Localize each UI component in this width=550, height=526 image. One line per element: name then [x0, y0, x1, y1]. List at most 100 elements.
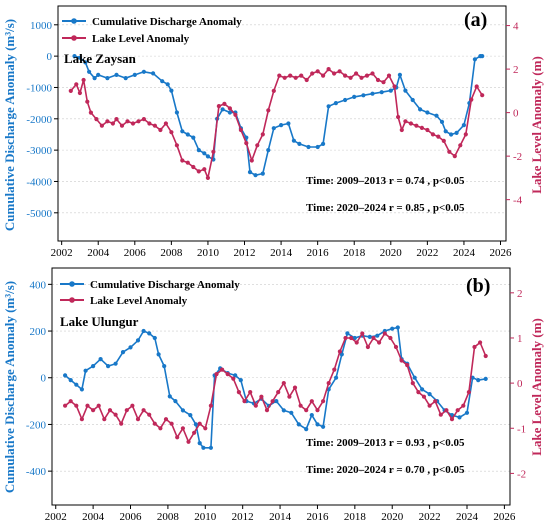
panel-b-level-point: [360, 331, 365, 336]
panel-b-discharge-point: [390, 326, 395, 331]
panel-b-ytick-right-label: 0: [517, 378, 523, 390]
panel-a-legend-level-marker: [71, 35, 77, 41]
panel-a-level-point: [125, 119, 130, 124]
panel-a-discharge-point: [370, 91, 375, 96]
panel-b-level-point: [388, 335, 393, 341]
panel-b: 2002 2004 2006 2008 2010 2012 2014 2016 2018 2020…: [2, 267, 544, 523]
panel-b-series: [63, 325, 488, 450]
panel-b-discharge-point: [79, 387, 84, 392]
panel-a-discharge-point: [388, 88, 393, 93]
panel-b-discharge-point: [147, 331, 152, 336]
panel-a-ylabel-left: Cumulative Discharge Anomaly (m³/s): [2, 19, 17, 231]
panel-a-level-point: [425, 127, 430, 133]
panel-a-discharge-point: [266, 148, 271, 153]
panel-b-level-point: [147, 412, 152, 417]
panel-b-ytick-left-label: 400: [30, 279, 47, 291]
panel-b-ytick-right-label: 1: [517, 333, 523, 345]
panel-a-discharge-point: [439, 119, 445, 124]
panel-a-xtick-label: 2024: [453, 247, 476, 259]
panel-a-ytick-left-label: -3000: [26, 145, 52, 157]
panel-b-level-point: [433, 399, 438, 404]
panel-b-annotation-1: Time: 2009–2013 r = 0.93 , p<0.05: [306, 437, 465, 449]
panel-b-level-point: [85, 403, 90, 408]
panel-b-level-point: [483, 353, 488, 359]
panel-b-level-point: [427, 403, 432, 408]
panel-a-xtick-label: 2010: [197, 247, 220, 259]
panel-a-level-point: [277, 73, 282, 78]
panel-b-level-point: [113, 412, 118, 417]
panel-b-discharge-point: [197, 441, 202, 446]
panel-a-level-point: [332, 71, 337, 76]
panel-a-level-point: [114, 117, 119, 122]
panel-b-discharge-point: [321, 424, 326, 429]
panel-a-level-point: [99, 123, 104, 128]
panel-a-xtick-label: 2004: [87, 247, 110, 259]
panel-a-ytick-left-label: 0: [47, 51, 53, 63]
panel-b-level-point: [354, 340, 359, 345]
panel-a-level-point: [81, 77, 86, 83]
panel-b-legend-discharge-label: Cumulative Discharge Anomaly: [90, 279, 240, 291]
panel-b-discharge-point: [201, 445, 206, 450]
panel-a-level-point: [255, 143, 260, 148]
panel-a-level-point: [94, 117, 99, 122]
panel-b-label: (b): [466, 275, 490, 297]
panel-a-discharge-point: [260, 171, 265, 176]
panel-a-ytick-right-label: 0: [513, 108, 519, 120]
panel-a-level-point: [110, 121, 115, 126]
panel-b-discharge-point: [128, 345, 133, 350]
panel-b-discharge-point: [420, 387, 425, 392]
panel-a-level-point: [271, 88, 276, 93]
panel-b-level-point: [242, 399, 247, 404]
panel-a-discharge-point: [321, 141, 326, 146]
panel-a-level-point: [222, 101, 227, 106]
panel-a-discharge-point: [180, 129, 185, 134]
panel-a-level-point: [196, 169, 201, 174]
panel-b-legend-level-marker: [69, 297, 75, 303]
panel-a-ytick-left-label: -5000: [26, 208, 52, 220]
panel-b-level-point: [449, 417, 455, 422]
panel-b-discharge-point: [395, 325, 400, 330]
panel-b-discharge-point: [274, 399, 279, 404]
panel-b-level-point: [343, 335, 348, 341]
panel-b-discharge-point: [91, 364, 96, 369]
panel-a-level-point: [158, 127, 163, 133]
panel-b-discharge-point: [141, 328, 146, 334]
panel-a-discharge-point: [291, 138, 296, 143]
panel-b-level-point: [208, 403, 213, 408]
panel-a-level-point: [399, 127, 404, 133]
panel-a-legend: Cumulative Discharge Anomaly Lake Level …: [62, 16, 242, 45]
panel-a-discharge-point: [160, 79, 165, 84]
panel-b-level-point: [371, 335, 376, 341]
panel-a-level-point: [77, 90, 82, 96]
panel-b-xtick-label: 2008: [157, 511, 180, 523]
panel-b-discharge-point: [106, 364, 111, 369]
panel-b-discharge-point: [63, 373, 68, 378]
panel-a-level-point: [74, 82, 79, 87]
panel-b-level-point: [203, 426, 208, 431]
panel-a-ytick-right-label: -2: [513, 151, 522, 163]
panel-b-discharge-point: [156, 352, 161, 357]
panel-a-discharge-point: [83, 60, 88, 65]
panel-a-ytick-right-label: 4: [513, 21, 519, 33]
panel-a-level-point: [180, 158, 185, 163]
panel-a-discharge-point: [443, 129, 448, 134]
panel-b-lake-name: Lake Ulungur: [60, 314, 139, 329]
panel-b-level-point: [421, 394, 427, 399]
panel-a-discharge-point: [410, 97, 415, 103]
panel-a-discharge-point: [202, 151, 207, 156]
panel-a-level-point: [163, 121, 168, 126]
panel-b-level-point: [231, 376, 236, 381]
panel-b-xtick-label: 2014: [269, 511, 292, 523]
panel-a-level-point: [375, 77, 381, 83]
panel-a-level-point: [85, 99, 90, 104]
panel-b-xtick-label: 2002: [45, 511, 67, 523]
panel-a-discharge-point: [227, 110, 232, 115]
panel-a-level-point: [480, 93, 485, 98]
panel-a-discharge-point: [196, 148, 201, 153]
panel-a-lake-name: Lake Zaysan: [64, 51, 137, 66]
panel-a-level-point: [244, 141, 249, 146]
panel-a-level-point: [288, 73, 293, 78]
panel-b-discharge-point: [334, 375, 339, 380]
panel-b-discharge-point: [173, 399, 178, 404]
panel-b-level-line: [64, 332, 487, 443]
